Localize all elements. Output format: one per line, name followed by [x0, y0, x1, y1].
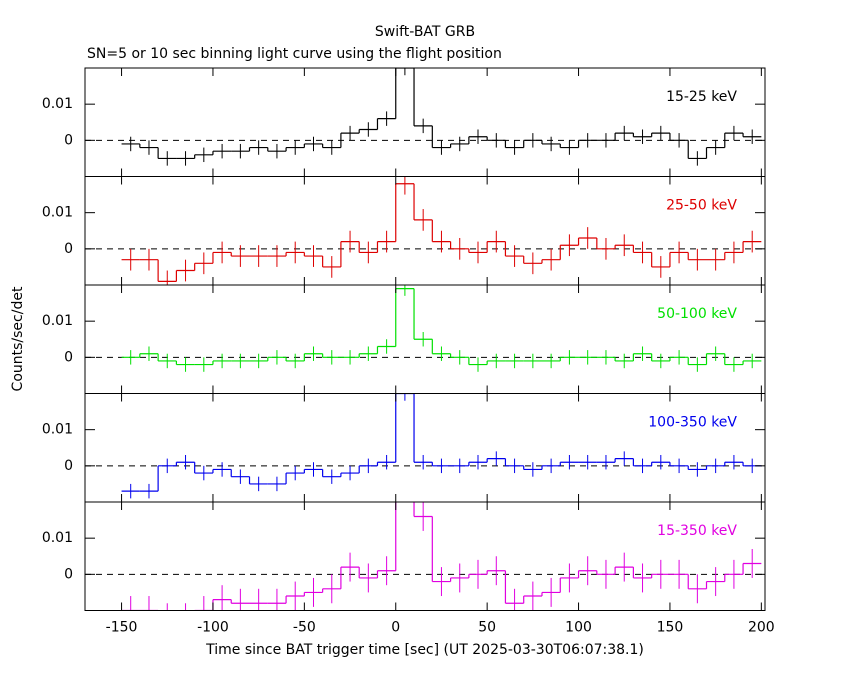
- y-tick-label: 0: [64, 458, 73, 474]
- panel-frame: [84, 501, 766, 611]
- panel-frame: [84, 176, 766, 286]
- y-tick-label: 0: [64, 349, 73, 365]
- y-tick-label: 0.01: [42, 422, 73, 438]
- panel: [85, 502, 765, 611]
- legend-entry: 15-25 keV: [666, 89, 737, 105]
- y-tick-label: 0.01: [42, 530, 73, 546]
- legend-entry: 100-350 keV: [648, 415, 737, 431]
- x-tick-label: 100: [565, 620, 592, 636]
- chart-title: Swift-BAT GRB: [375, 24, 475, 40]
- legend-entry: 25-50 keV: [666, 198, 737, 214]
- y-tick-label: 0: [64, 132, 73, 148]
- x-tick-label: 0: [391, 620, 400, 636]
- legend-entry: 15-350 keV: [657, 523, 737, 539]
- panel: [85, 393, 765, 499]
- panel: [85, 285, 765, 372]
- panel-frame: [84, 393, 766, 503]
- legend-entry: 50-100 keV: [657, 306, 737, 322]
- panel: [85, 176, 765, 285]
- y-tick-label: 0.01: [42, 313, 73, 329]
- panel-frame: [84, 67, 766, 177]
- x-tick-label: -50: [293, 620, 316, 636]
- y-tick-label: 0.01: [42, 96, 73, 112]
- y-axis-label: Counts/sec/det: [10, 286, 26, 391]
- chart-subtitle: SN=5 or 10 sec binning light curve using…: [87, 46, 502, 62]
- panel: [85, 68, 765, 166]
- x-tick-label: 200: [748, 620, 775, 636]
- y-tick-label: 0: [64, 241, 73, 257]
- x-tick-label: -100: [197, 620, 229, 636]
- x-axis-label: Time since BAT trigger time [sec] (UT 20…: [205, 642, 644, 658]
- x-tick-label: 150: [657, 620, 684, 636]
- y-tick-label: 0.01: [42, 205, 73, 221]
- x-tick-label: 50: [478, 620, 496, 636]
- y-tick-label: 0: [64, 566, 73, 582]
- x-tick-label: -150: [106, 620, 138, 636]
